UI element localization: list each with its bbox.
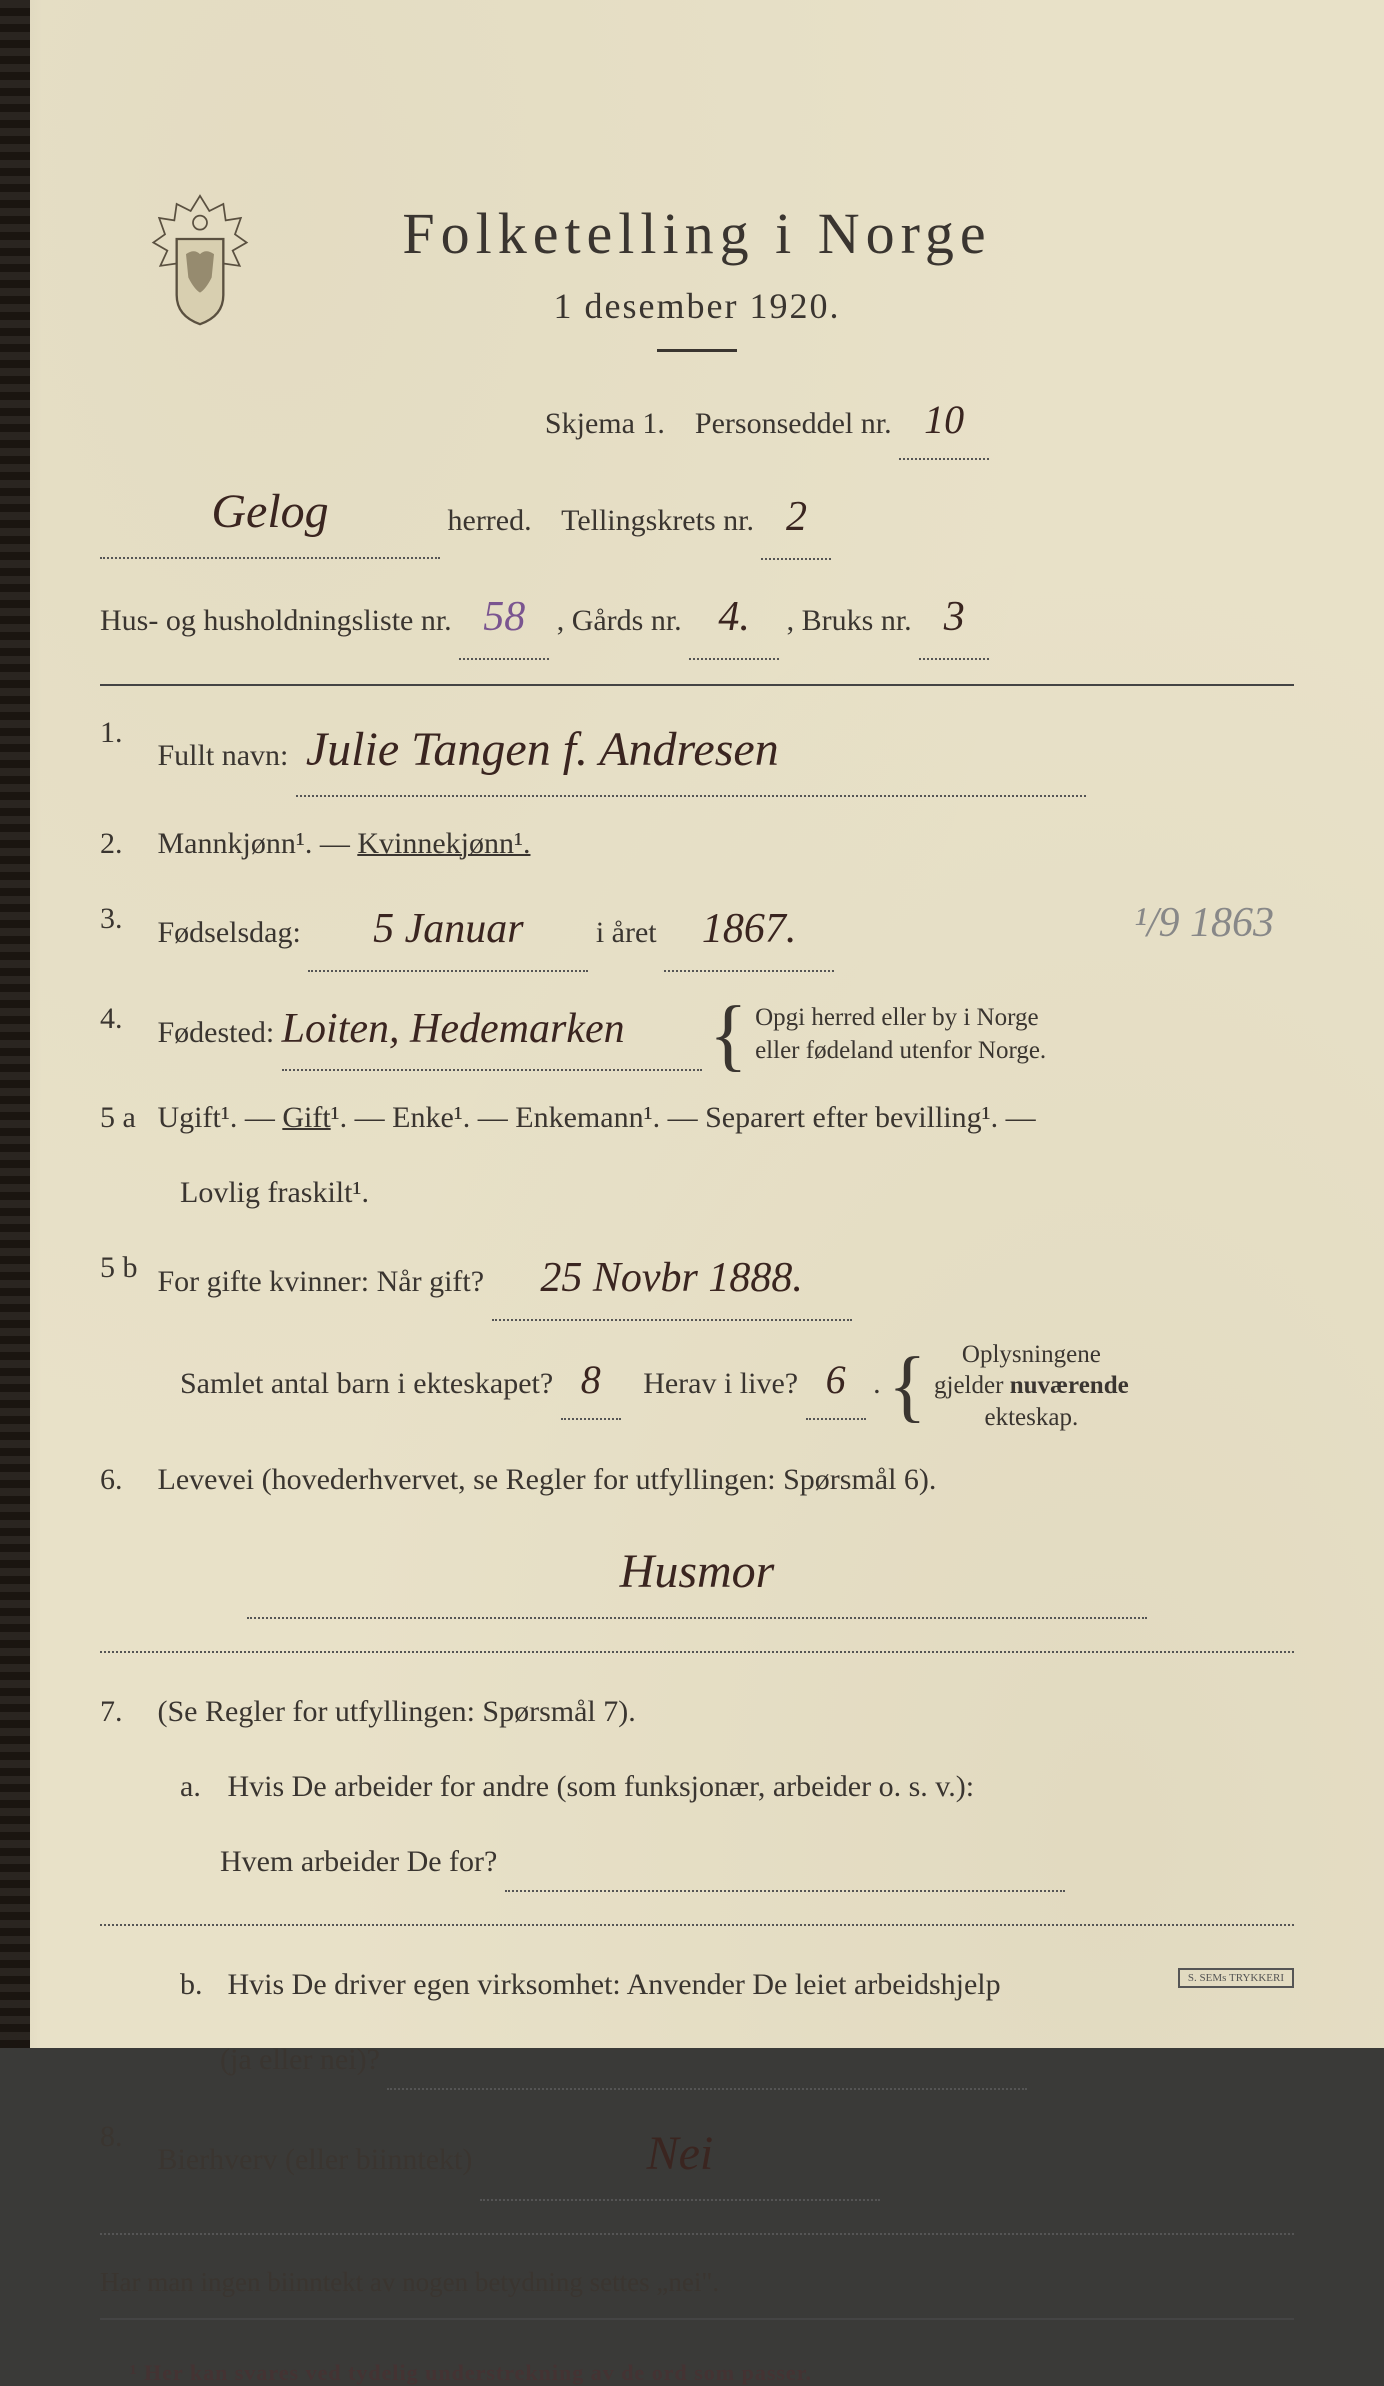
q7a-blank: [505, 1833, 1065, 1892]
husliste-nr: 58: [459, 578, 549, 660]
gards-nr: 4.: [689, 578, 779, 660]
bruks-nr: 3: [919, 578, 989, 660]
q5b-num: 5 b: [100, 1239, 150, 1296]
q2-text-a: Mannkjønn¹. —: [158, 827, 358, 860]
q7b-blank: [387, 2031, 1027, 2090]
personseddel-label: Personseddel nr.: [695, 407, 892, 440]
q5b-gift-val: 25 Novbr 1888.: [492, 1239, 852, 1321]
husliste-label: Hus- og husholdningsliste nr.: [100, 604, 452, 637]
q5b-line2: Samlet antal barn i ekteskapet? 8 Herav …: [100, 1339, 1294, 1433]
q6-num: 6.: [100, 1451, 150, 1508]
q5a-line2: Lovlig fraskilt¹.: [100, 1164, 1294, 1221]
q3-mid: i året: [596, 916, 657, 949]
bruks-label: , Bruks nr.: [787, 604, 912, 637]
q4-num: 4.: [100, 990, 150, 1047]
skjema-line: Skjema 1. Personseddel nr. 10: [100, 382, 1294, 460]
q5b-label-a: For gifte kvinner: Når gift?: [158, 1265, 485, 1298]
q8-line: 8. Bierhverv (eller biinntekt) Nei: [100, 2108, 1294, 2201]
q7a-label: a.: [180, 1758, 220, 1815]
q5b-label-b: Samlet antal barn i ekteskapet?: [180, 1367, 553, 1400]
q1-num: 1.: [100, 704, 150, 761]
q7a-line2: Hvem arbeider De for?: [100, 1833, 1294, 1892]
q4-label: Fødested:: [158, 1016, 275, 1049]
footnote: ¹ Her kan svares ved tydelig understrekn…: [100, 2360, 1294, 2386]
q7-line: 7. (Se Regler for utfyllingen: Spørsmål …: [100, 1683, 1294, 1740]
coat-of-arms-icon: [140, 190, 260, 330]
q5a-line: 5 a Ugift¹. — Gift¹. — Enke¹. — Enkemann…: [100, 1089, 1294, 1146]
q5b-barn: 8: [561, 1342, 621, 1420]
q2-line: 2. Mannkjønn¹. — Kvinnekjønn¹.: [100, 815, 1294, 872]
q7b-label: b.: [180, 1956, 220, 2013]
title-divider: [657, 349, 737, 352]
herred-name: Gelog: [100, 466, 440, 559]
q3-label: Fødselsdag:: [158, 916, 301, 949]
q3-num: 3.: [100, 890, 150, 947]
q5a-num: 5 a: [100, 1089, 150, 1146]
herred-line: Gelog herred. Tellingskrets nr. 2: [100, 478, 1294, 560]
q7a-text1: Hvis De arbeider for andre (som funksjon…: [228, 1770, 975, 1803]
q7b-line1: b. Hvis De driver egen virksomhet: Anven…: [100, 1956, 1294, 2013]
q4-line: 4. Fødested: Loiten, Hedemarken { Opgi h…: [100, 990, 1294, 1072]
tellingskrets-label: Tellingskrets nr.: [561, 504, 754, 537]
q3-year: 1867.: [664, 890, 834, 972]
q5a-text2: Lovlig fraskilt¹.: [180, 1176, 369, 1209]
q1-label: Fullt navn:: [158, 739, 289, 772]
skjema-label: Skjema 1.: [545, 407, 665, 440]
section-rule: [100, 684, 1294, 686]
q2-selected: Kvinnekjønn¹.: [357, 827, 530, 860]
q7b-line2: (ja eller nei)?: [100, 2031, 1294, 2090]
q7a-line1: a. Hvis De arbeider for andre (som funks…: [100, 1758, 1294, 1815]
q5a-opt-gift: Gift: [282, 1101, 330, 1134]
page-title: Folketelling i Norge: [100, 200, 1294, 267]
q3-line: 3. Fødselsdag: 5 Januar i året 1867. ¹/9…: [100, 890, 1294, 972]
q5b-label-c: Herav i live?: [643, 1367, 798, 1400]
q4-value: Loiten, Hedemarken: [282, 990, 702, 1072]
q5a-opt-ugift: Ugift¹. —: [158, 1101, 283, 1134]
q7a-text2: Hvem arbeider De for?: [220, 1845, 497, 1878]
tellingskrets-nr: 2: [761, 478, 831, 560]
q3-day: 5 Januar: [308, 890, 588, 972]
header: Folketelling i Norge 1 desember 1920.: [100, 200, 1294, 352]
q8-value: Nei: [480, 2108, 880, 2201]
bottom-rule: [100, 2318, 1294, 2320]
page-subtitle: 1 desember 1920.: [100, 285, 1294, 327]
q7b-text1: Hvis De driver egen virksomhet: Anvender…: [228, 1968, 1001, 2001]
q6-value: Husmor: [247, 1526, 1147, 1619]
q6-line: 6. Levevei (hovederhvervet, se Regler fo…: [100, 1451, 1294, 1508]
census-form-page: Folketelling i Norge 1 desember 1920. Sk…: [0, 0, 1384, 2048]
herred-label: herred.: [448, 504, 532, 537]
q7b-text2: (ja eller nei)?: [220, 2043, 380, 2076]
gards-label: , Gårds nr.: [557, 604, 682, 637]
q3-pencil-annotation: ¹/9 1863: [1134, 884, 1274, 964]
q8-num: 8.: [100, 2108, 150, 2165]
q6-value-line: Husmor: [100, 1526, 1294, 1619]
q8-label: Bierhverv (eller biinntekt): [158, 2143, 473, 2176]
q6-label: Levevei (hovederhvervet, se Regler for u…: [158, 1463, 937, 1496]
q5b-live: 6: [806, 1342, 866, 1420]
q1-value: Julie Tangen f. Andresen: [296, 704, 1086, 797]
binding-edge: [0, 0, 30, 2048]
q7-label: (Se Regler for utfyllingen: Spørsmål 7).: [158, 1695, 636, 1728]
q4-hint: Opgi herred eller by i Norge eller fødel…: [755, 1002, 1085, 1067]
footer-note: Har man ingen biinntekt av nogen betydni…: [100, 2265, 1294, 2300]
printer-stamp: S. SEMs TRYKKERI: [1178, 1968, 1294, 1988]
q2-num: 2.: [100, 815, 150, 872]
q1-line: 1. Fullt navn: Julie Tangen f. Andresen: [100, 704, 1294, 797]
q8-rule: [100, 2231, 1294, 2235]
q5b-note: Oplysningenegjelder nuværendeekteskap.: [934, 1339, 1129, 1433]
q5b-line1: 5 b For gifte kvinner: Når gift? 25 Novb…: [100, 1239, 1294, 1321]
q6-rule: [100, 1649, 1294, 1653]
q7-num: 7.: [100, 1683, 150, 1740]
husliste-line: Hus- og husholdningsliste nr. 58 , Gårds…: [100, 578, 1294, 660]
q7a-rule: [100, 1922, 1294, 1926]
personseddel-nr: 10: [899, 382, 989, 460]
